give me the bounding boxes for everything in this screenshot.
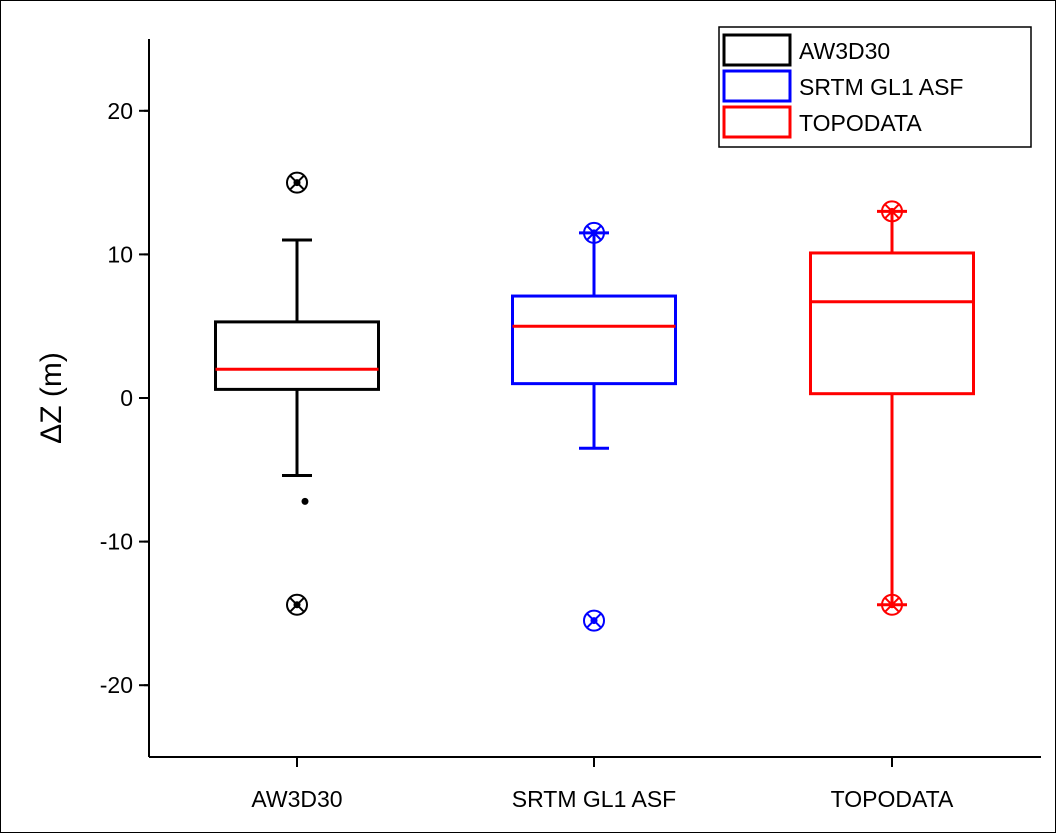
legend-swatch (722, 69, 792, 103)
outlier-dot (590, 229, 598, 237)
x-tick-label: AW3D30 (251, 786, 342, 812)
legend-box (718, 26, 1032, 148)
y-tick-label: 10 (107, 241, 133, 267)
box (809, 251, 975, 396)
outlier-ring (583, 609, 605, 632)
y-axis-label: ΔZ (m) (35, 352, 68, 444)
mean-point (301, 497, 309, 505)
legend-label: AW3D30 (799, 38, 890, 64)
outlier-dot (888, 207, 896, 215)
box-series (511, 221, 677, 632)
box-series (214, 171, 380, 616)
outlier-dot (888, 601, 896, 609)
axes: -20 -10 0 10 20 AW3D30 SRTM GL1 ASF TOPODATA (100, 39, 1041, 812)
outlier-ring (286, 171, 308, 194)
boxes (214, 171, 975, 632)
outlier-dot (590, 617, 598, 625)
legend-swatch (722, 33, 792, 67)
box-series (809, 200, 975, 616)
outlier-ring (881, 593, 903, 616)
x-tick-label: TOPODATA (831, 786, 954, 812)
box (214, 320, 380, 391)
y-tick-label: 20 (107, 98, 133, 124)
y-tick-label: -20 (100, 672, 133, 698)
outlier-ring (583, 221, 605, 244)
x-tick-label: SRTM GL1 ASF (512, 786, 676, 812)
outlier-ring (881, 200, 903, 223)
y-tick-label: 0 (120, 385, 133, 411)
legend-label: TOPODATA (799, 110, 922, 136)
outlier-dot (293, 179, 301, 187)
legend: AW3D30 SRTM GL1 ASF TOPODATA (718, 26, 1032, 148)
legend-label: SRTM GL1 ASF (799, 74, 963, 100)
legend-swatch (722, 105, 792, 139)
outlier-dot (293, 601, 301, 609)
outlier-ring (286, 593, 308, 616)
y-tick-label: -10 (100, 529, 133, 555)
box (511, 294, 677, 386)
